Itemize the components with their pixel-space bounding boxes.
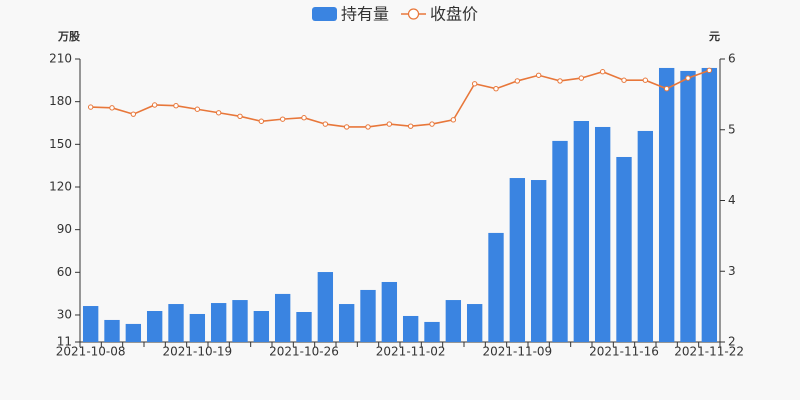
line-point (301, 115, 307, 121)
x-tick-label: 2021-11-22 (674, 345, 744, 359)
line-point (279, 116, 286, 122)
y-tick-label: 150 (49, 137, 72, 151)
y-tick-label: 210 (49, 52, 72, 66)
line-point (109, 105, 115, 111)
y-tick-label: 120 (49, 179, 72, 193)
bar (424, 321, 440, 342)
bar (104, 319, 120, 342)
line-point (407, 123, 414, 129)
y2-tick-label: 2 (728, 335, 736, 349)
line-point (450, 117, 457, 123)
legend-icon[interactable] (407, 8, 420, 20)
bar (381, 281, 398, 342)
line-point (471, 81, 478, 87)
y2-tick-label: 6 (728, 52, 736, 66)
y-tick-label: 60 (57, 265, 72, 279)
line-point (706, 67, 713, 74)
bar (360, 289, 376, 342)
line-point (493, 86, 499, 92)
bar (402, 315, 419, 342)
bar (573, 121, 590, 342)
line-point (194, 106, 201, 112)
legend-icon[interactable] (312, 7, 337, 21)
legend-label[interactable]: 持有量 (341, 5, 389, 24)
x-tick-label: 2021-10-08 (56, 345, 126, 359)
line-point (514, 78, 521, 84)
y2-tick-label: 4 (728, 193, 736, 207)
y-tick-label: 11 (57, 335, 72, 349)
y-tick-label: 90 (57, 222, 72, 236)
line-point (663, 86, 670, 92)
x-tick-label: 2021-11-09 (482, 345, 552, 359)
line (90, 69, 710, 128)
x-tick-label: 2021-11-16 (589, 345, 659, 359)
line-point (429, 121, 435, 127)
line-point (557, 78, 563, 84)
bar (253, 310, 270, 342)
bar (445, 300, 462, 342)
line-point (343, 124, 350, 130)
bar (552, 140, 568, 342)
y2-axis-unit: 元 (709, 30, 720, 43)
line-point (578, 75, 585, 81)
bar (466, 304, 483, 342)
x-tick-label: 2021-10-26 (269, 345, 339, 359)
line-point (151, 102, 158, 108)
line-point (173, 102, 179, 109)
y-tick-label: 180 (49, 94, 72, 108)
line-point (535, 72, 542, 78)
bar (680, 70, 696, 342)
bar (189, 313, 206, 342)
y-tick-label: 30 (57, 307, 72, 321)
line-point (685, 75, 691, 81)
bar (168, 304, 184, 342)
x-tick-label: 2021-10-19 (162, 345, 232, 359)
line-point (87, 104, 94, 110)
line-point (642, 77, 649, 83)
line-point (621, 77, 627, 83)
bar (658, 67, 675, 343)
line-point (365, 124, 371, 130)
legend-label[interactable]: 收盘价 (430, 5, 478, 24)
line-point (258, 118, 265, 124)
bar (637, 130, 654, 342)
y2-tick-label: 5 (728, 122, 736, 136)
bar (146, 310, 163, 342)
bar (509, 178, 526, 342)
line-point (386, 121, 393, 127)
line-point (237, 113, 243, 120)
line-point (215, 110, 222, 116)
bar (296, 311, 312, 342)
bar (616, 156, 632, 342)
bar (338, 304, 355, 342)
line-point (322, 121, 329, 127)
x-tick-label: 2021-11-02 (376, 345, 446, 359)
bar (317, 272, 334, 342)
bar (530, 180, 547, 342)
y-axis-unit: 万股 (57, 30, 81, 43)
line-point (599, 69, 606, 75)
y2-tick-label: 3 (728, 264, 736, 278)
line-point (130, 111, 137, 117)
bar (232, 300, 248, 342)
bar (274, 293, 291, 342)
bar (82, 306, 99, 342)
bar (701, 67, 718, 343)
bar (125, 323, 142, 342)
bar (210, 303, 227, 342)
bar (594, 126, 611, 342)
bar (488, 232, 504, 342)
